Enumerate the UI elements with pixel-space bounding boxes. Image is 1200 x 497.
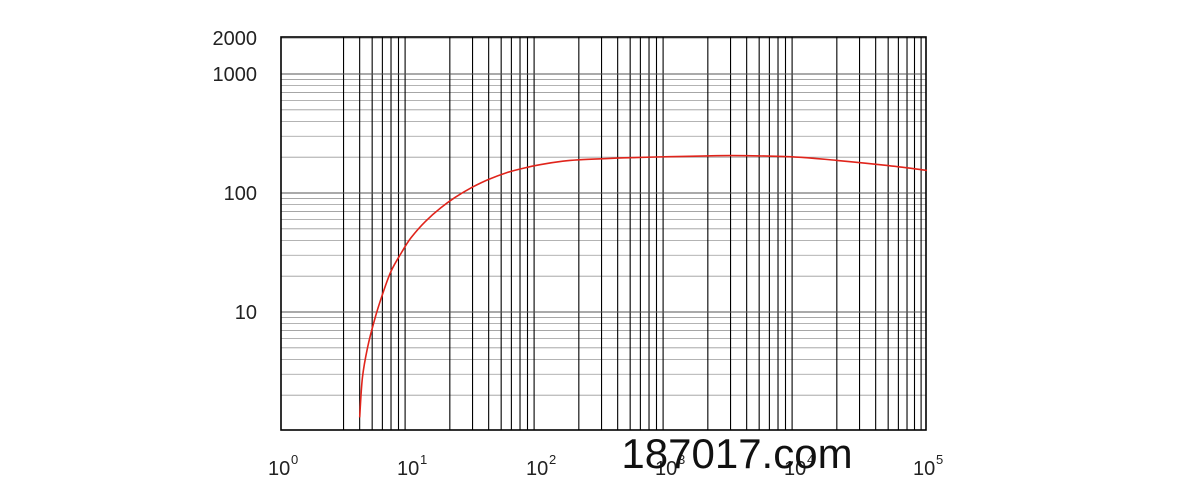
- x-tick-label-exponent: 4: [807, 452, 814, 467]
- y-tick-label: 2000: [213, 28, 258, 50]
- x-tick-label: 10 0: [268, 452, 298, 480]
- series-layer: [358, 154, 928, 418]
- x-tick-label-base: 10: [913, 458, 935, 480]
- series-line-0: [358, 154, 928, 418]
- x-tick-label-base: 10: [397, 458, 419, 480]
- plot-border: [280, 36, 927, 431]
- x-tick-label-exponent: 0: [291, 452, 298, 467]
- x-tick-label-base: 10: [655, 458, 677, 480]
- x-tick-label-base: 10: [784, 458, 806, 480]
- x-tick-label: 10 1: [397, 452, 427, 480]
- x-tick-label: 10 5: [913, 452, 943, 480]
- x-axis-tick-labels: 10 0 10 1 10 2 10 3 10 4 10 5: [268, 452, 943, 480]
- x-tick-label: 10 4: [784, 452, 814, 480]
- y-axis-tick-labels: 10 100 1000 2000: [213, 28, 258, 324]
- plot-frame: [280, 36, 927, 431]
- x-tick-label-base: 10: [268, 458, 290, 480]
- major-grid: [281, 37, 926, 430]
- minor-grid: [281, 37, 926, 396]
- y-tick-label: 100: [224, 183, 257, 205]
- x-tick-label-base: 10: [526, 458, 548, 480]
- x-tick-label-exponent: 3: [678, 452, 685, 467]
- x-tick-label-exponent: 1: [420, 452, 427, 467]
- x-tick-label-exponent: 5: [936, 452, 943, 467]
- x-tick-label-exponent: 2: [549, 452, 556, 467]
- y-tick-label: 1000: [213, 64, 258, 86]
- x-tick-label: 10 2: [526, 452, 556, 480]
- watermark-text: 187017.com: [621, 430, 852, 477]
- x-tick-label: 10 3: [655, 452, 685, 480]
- y-tick-label: 10: [235, 302, 257, 324]
